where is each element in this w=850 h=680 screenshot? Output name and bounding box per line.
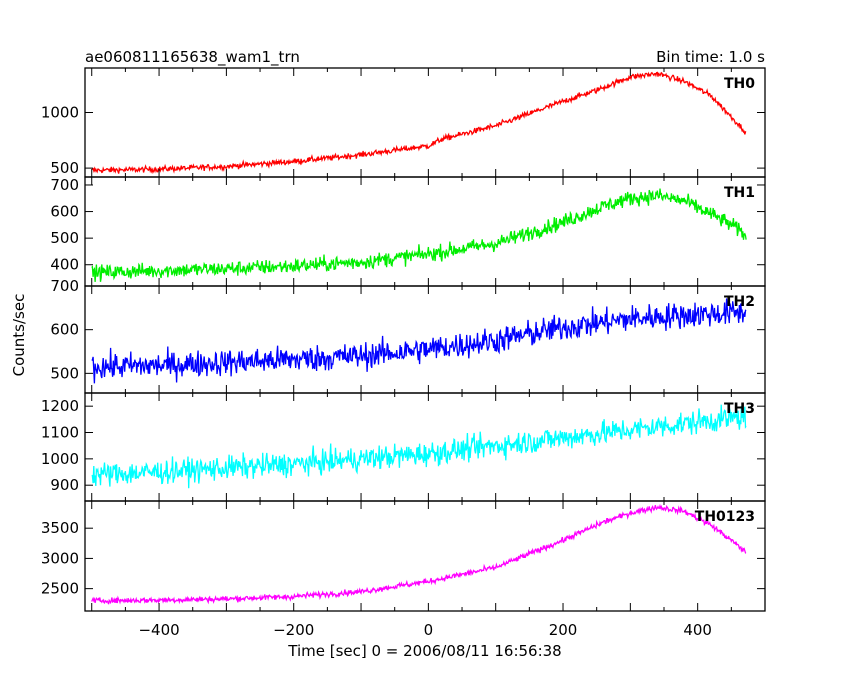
y-tick-label: 2500 xyxy=(41,580,79,598)
y-tick-label: 900 xyxy=(50,476,79,494)
x-tick-label: 200 xyxy=(549,621,578,639)
x-axis-label: Time [sec] 0 = 2006/08/11 16:56:38 xyxy=(287,642,561,660)
panel-th1: 400 500 600 700 TH1 xyxy=(50,176,766,287)
series-line-th3 xyxy=(91,404,747,489)
panel-label-th2: TH2 xyxy=(724,294,755,310)
panel-frame xyxy=(84,67,766,178)
y-tick-label: 700 xyxy=(50,176,79,194)
panel-th2: 500 600 700 TH2 xyxy=(50,277,766,394)
series-line-th1 xyxy=(91,188,747,282)
y-tick-label: 1000 xyxy=(41,450,79,468)
panel-label-th0: TH0 xyxy=(724,76,755,92)
x-tick-label: 0 xyxy=(424,621,434,639)
y-tick-label: 1200 xyxy=(41,397,79,415)
y-tick-label: 400 xyxy=(50,256,79,274)
y-axis-label: Counts/sec xyxy=(10,294,28,377)
y-tick-label: 3500 xyxy=(41,519,79,537)
x-tick-label: −400 xyxy=(138,621,179,639)
series-line-th0 xyxy=(91,71,747,174)
y-tick-label: 500 xyxy=(50,364,79,382)
chart-title: ae060811165638_wam1_trn xyxy=(85,48,300,67)
y-tick-label: 500 xyxy=(50,229,79,247)
panel-th3: 900 1000 1100 1200 TH3 xyxy=(41,392,766,502)
panel-th0: 500 1000 TH0 xyxy=(41,67,766,178)
panel-th0123: 2500 3000 3500 TH0123 xyxy=(41,500,766,612)
panel-frame xyxy=(84,285,766,394)
panel-label-th1: TH1 xyxy=(724,185,755,201)
series-line-th2 xyxy=(91,298,747,384)
y-tick-label: 600 xyxy=(50,321,79,339)
y-tick-label: 3000 xyxy=(41,549,79,567)
series-line-th0123 xyxy=(91,503,747,605)
bin-time-label: Bin time: 1.0 s xyxy=(656,48,765,66)
panel-label-th0123: TH0123 xyxy=(695,509,755,525)
y-tick-label: 500 xyxy=(50,159,79,177)
y-tick-label: 1000 xyxy=(41,103,79,121)
panel-label-th3: TH3 xyxy=(724,401,755,417)
plot-area: 500 1000 TH0 400 500 600 700 TH1 500 600 700 TH2 900… xyxy=(41,67,766,639)
panel-frame xyxy=(84,500,766,612)
x-tick-label: −200 xyxy=(273,621,314,639)
y-tick-label: 1100 xyxy=(41,424,79,442)
y-tick-label: 600 xyxy=(50,203,79,221)
y-tick-label: 700 xyxy=(50,277,79,295)
x-tick-label: 400 xyxy=(683,621,712,639)
